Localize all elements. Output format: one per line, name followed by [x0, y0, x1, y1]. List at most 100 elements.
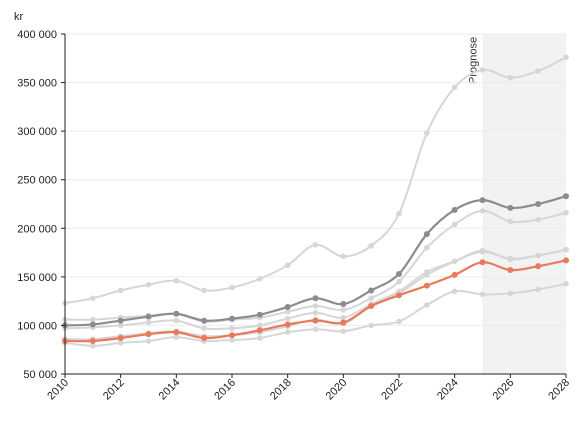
data-point: [117, 322, 124, 329]
y-tick-label: 100 000: [17, 320, 57, 332]
data-point: [423, 282, 430, 289]
data-point: [368, 295, 374, 302]
data-point: [424, 272, 430, 278]
y-tick-label: 400 000: [17, 29, 57, 41]
data-point: [563, 209, 569, 216]
data-point: [90, 316, 96, 323]
data-point: [479, 208, 486, 214]
data-point: [563, 193, 569, 200]
x-tick-label: 2026: [491, 377, 517, 403]
data-point: [340, 328, 347, 335]
data-point: [451, 271, 458, 278]
data-point: [201, 325, 207, 332]
data-point: [229, 337, 235, 343]
data-point: [312, 242, 319, 248]
data-point: [229, 315, 235, 322]
y-tick-label: 50 000: [23, 369, 57, 381]
data-point: [451, 221, 458, 228]
x-tick-label: 2024: [435, 377, 461, 403]
data-point: [312, 295, 319, 302]
y-tick-label: 350 000: [17, 78, 57, 90]
data-point: [368, 287, 375, 294]
data-point: [229, 284, 235, 291]
data-point: [340, 253, 347, 260]
data-point: [507, 218, 514, 225]
data-point: [368, 303, 375, 309]
x-tick-label: 2022: [379, 377, 405, 403]
data-point: [284, 315, 291, 322]
data-point: [424, 130, 430, 136]
data-point: [229, 332, 235, 339]
data-point: [284, 262, 291, 269]
data-point: [535, 68, 541, 74]
series-group: [62, 54, 569, 349]
data-point: [284, 321, 291, 328]
data-point: [507, 204, 514, 211]
y-tick-label: 150 000: [17, 272, 57, 284]
data-point: [396, 278, 402, 285]
data-point: [340, 301, 347, 308]
data-point: [117, 287, 124, 294]
data-point: [535, 252, 541, 259]
data-point: [89, 321, 96, 328]
data-point: [173, 329, 180, 336]
x-tick-label: 2014: [157, 377, 183, 403]
data-point: [479, 247, 486, 254]
data-point: [312, 303, 319, 309]
data-point: [340, 319, 347, 326]
data-point: [563, 280, 569, 287]
data-point: [201, 335, 208, 342]
data-point: [507, 267, 514, 274]
data-point: [423, 231, 430, 238]
data-point: [201, 317, 208, 324]
data-point: [257, 276, 263, 282]
data-point: [479, 197, 486, 204]
data-point: [507, 74, 514, 81]
data-point: [424, 244, 430, 251]
data-point: [451, 258, 458, 265]
data-point: [507, 290, 514, 297]
data-point: [145, 319, 152, 326]
data-point: [312, 317, 319, 324]
grid: [65, 33, 566, 326]
data-point: [117, 340, 124, 346]
forecast-label: Prognose: [468, 37, 480, 84]
data-point: [89, 337, 96, 344]
data-point: [368, 242, 374, 249]
x-tick-label: 2012: [101, 377, 127, 403]
x-tick-label: 2018: [268, 377, 294, 403]
data-point: [256, 311, 263, 318]
data-point: [451, 84, 458, 91]
data-point: [201, 287, 207, 294]
data-point: [535, 263, 542, 270]
x-tick-label: 2016: [212, 377, 238, 403]
series-7: [62, 257, 569, 344]
data-point: [507, 256, 514, 263]
data-point: [563, 257, 569, 264]
data-point: [117, 335, 124, 342]
data-point: [479, 259, 486, 266]
data-point: [256, 327, 263, 334]
data-point: [563, 54, 569, 61]
data-point: [424, 302, 430, 308]
data-point: [535, 201, 542, 207]
data-point: [451, 206, 458, 213]
data-point: [563, 246, 569, 253]
data-point: [368, 322, 374, 329]
x-tick-label: 2028: [546, 377, 572, 403]
data-point: [257, 322, 263, 329]
forecast-region: Prognose: [468, 34, 566, 374]
data-point: [145, 338, 152, 344]
data-point: [479, 67, 486, 73]
data-point: [396, 270, 402, 277]
data-point: [145, 281, 152, 288]
data-point: [284, 309, 291, 315]
data-point: [90, 295, 96, 302]
y-tick-label: 200 000: [17, 223, 57, 235]
data-point: [396, 318, 402, 325]
y-tick-label: 300 000: [17, 126, 57, 138]
data-point: [396, 210, 402, 217]
data-point: [173, 334, 180, 340]
data-point: [173, 277, 180, 284]
